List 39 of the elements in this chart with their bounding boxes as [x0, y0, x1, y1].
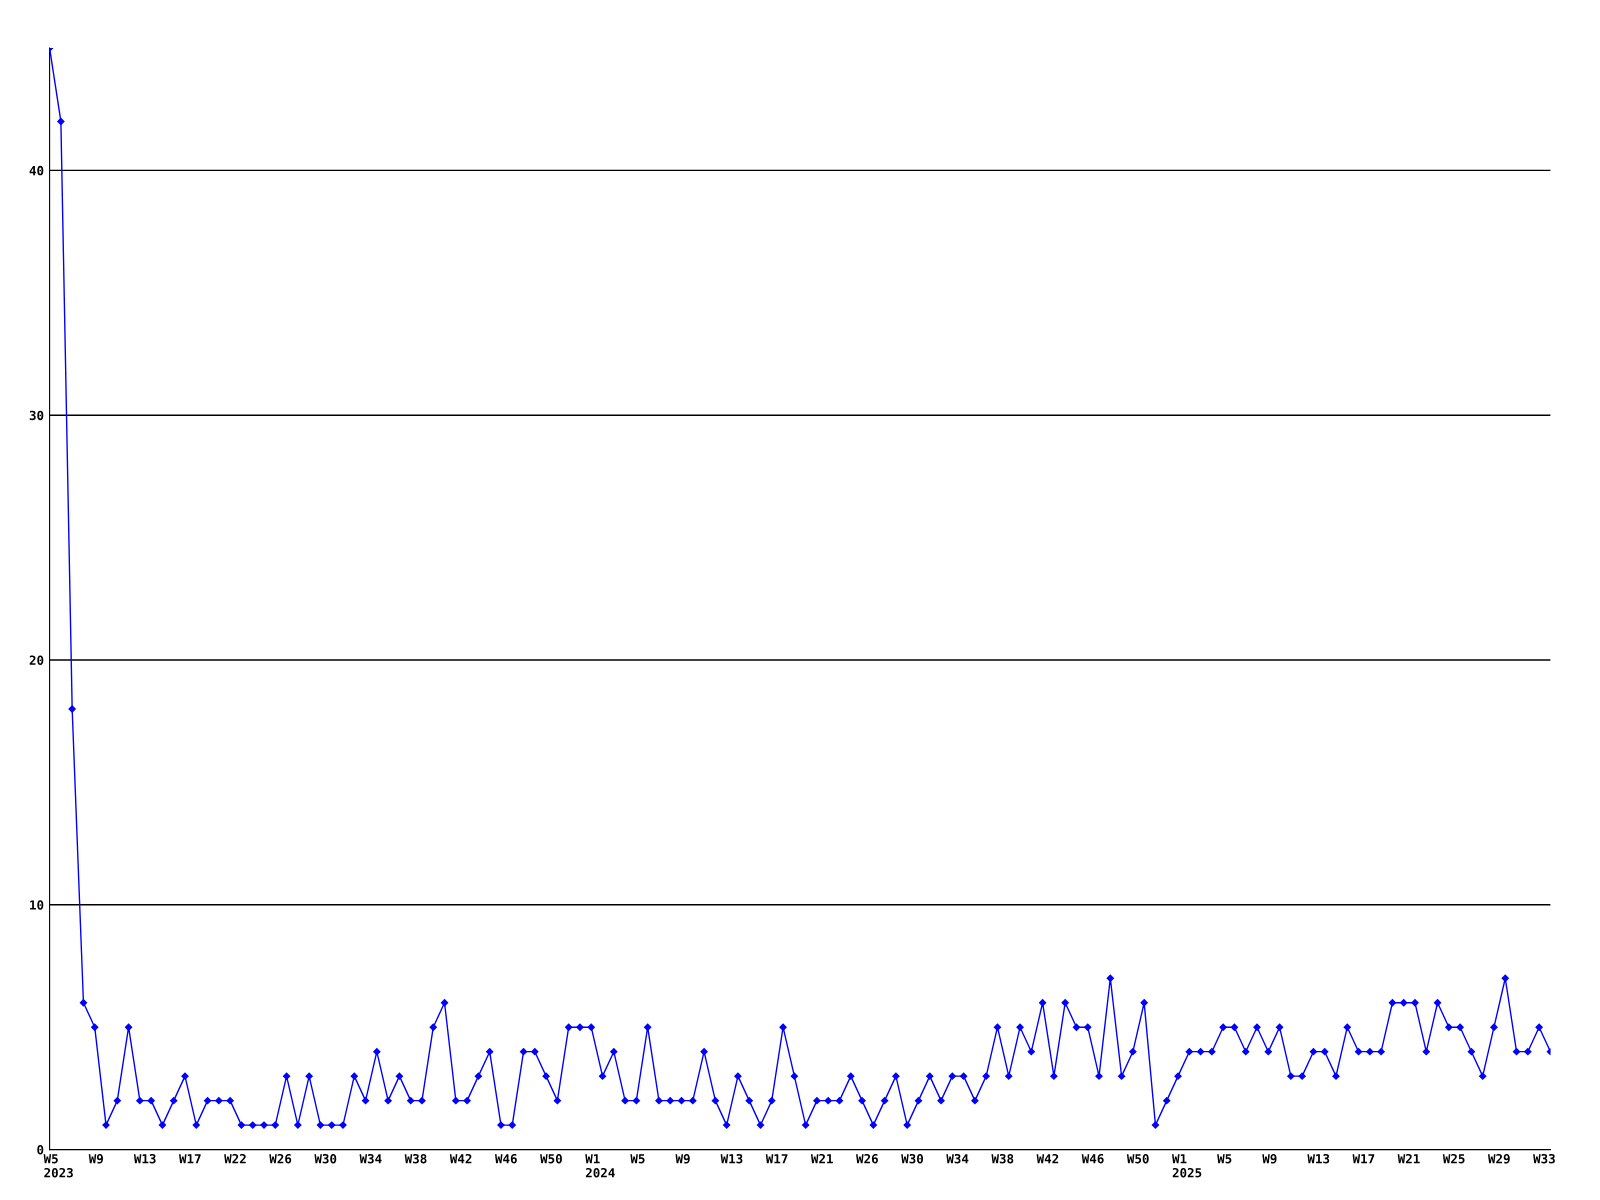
x-tick-label: W17 [179, 1154, 201, 1164]
x-tick-label: W9 [675, 1154, 690, 1164]
x-tick-label: W9 [88, 1154, 103, 1164]
x-tick-label: W5 2023 [43, 1154, 73, 1178]
x-tick-label: W26 [856, 1153, 878, 1164]
x-tick-label: W21 [810, 1153, 833, 1164]
x-tick-label: W17 [1352, 1154, 1375, 1164]
x-tick-label: W1 2024 [585, 1154, 615, 1178]
x-tick-label: W46 [1081, 1154, 1104, 1164]
x-tick-label: W38 [404, 1153, 427, 1164]
x-tick-label: W13 [1307, 1153, 1330, 1164]
x-tick-label: W29 [1487, 1153, 1510, 1164]
x-tick-label: W17 [765, 1154, 788, 1164]
y-tick-label: 30 [29, 410, 44, 421]
x-tick-label: W42 [1036, 1153, 1059, 1164]
x-tick-label: W26 [269, 1153, 292, 1164]
x-tick-label: W34 [946, 1153, 969, 1164]
x-tick-label: W50 [540, 1153, 562, 1164]
x-tick-label: W13 [133, 1153, 156, 1164]
x-tick-label: W9 [1262, 1154, 1277, 1164]
y-tick-label: 40 [29, 165, 44, 176]
x-tick-label: W30 [901, 1153, 924, 1164]
x-tick-label: W1 2025 [1172, 1154, 1202, 1178]
y-tick-label: 20 [29, 655, 44, 665]
x-tick-label: W30 [314, 1153, 337, 1164]
x-tick-label: W38 [991, 1153, 1014, 1164]
x-tick-label: W5 [1217, 1154, 1232, 1164]
x-tick-label: W33 [1533, 1153, 1555, 1164]
y-tick-label: 0 [37, 1145, 44, 1155]
x-tick-label: W21 [1397, 1153, 1420, 1164]
x-tick-label: W50 [1126, 1153, 1149, 1164]
x-tick-label: W13 [720, 1153, 743, 1164]
x-tick-label: W5 [630, 1154, 645, 1164]
x-tick-label: W34 [359, 1153, 382, 1164]
y-tick-label: 10 [30, 900, 44, 910]
x-tick-label: W25 [1442, 1153, 1465, 1164]
x-tick-label: W42 [449, 1153, 472, 1164]
x-tick-label: W46 [494, 1154, 517, 1164]
x-tick-label: W22 [224, 1153, 246, 1164]
